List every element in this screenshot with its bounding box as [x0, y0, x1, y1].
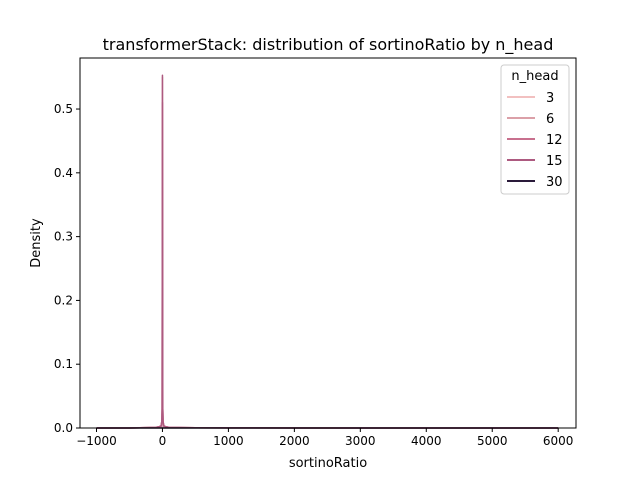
x-tick-label: 5000	[477, 434, 508, 448]
y-tick-label: 0.3	[54, 230, 73, 244]
y-tick-label: 0.2	[54, 293, 73, 307]
x-tick-label: 0	[159, 434, 167, 448]
legend-label-3: 3	[546, 91, 554, 106]
chart-title: transformerStack: distribution of sortin…	[103, 35, 554, 55]
x-axis: −1000 0 1000 2000 3000 4000 5000 6000	[76, 428, 573, 448]
y-tick-label: 0.0	[54, 421, 73, 435]
x-tick-label: 2000	[279, 434, 310, 448]
x-tick-label: 3000	[345, 434, 376, 448]
x-tick-label: 1000	[213, 434, 244, 448]
y-axis: 0.0 0.1 0.2 0.3 0.4 0.5	[54, 102, 80, 435]
legend-entries: 3 6 12 15 30	[507, 91, 563, 190]
legend-label-12: 12	[546, 133, 563, 148]
legend-label-30: 30	[546, 175, 563, 190]
legend: n_head 3 6 12 15 30	[500, 64, 570, 195]
legend-label-15: 15	[546, 154, 563, 169]
x-tick-label: 4000	[411, 434, 442, 448]
y-tick-label: 0.1	[54, 357, 73, 371]
legend-label-6: 6	[546, 112, 554, 127]
x-axis-label: sortinoRatio	[289, 456, 367, 471]
plot-area	[79, 57, 577, 429]
legend-title: n_head	[511, 69, 558, 84]
y-tick-label: 0.5	[54, 102, 73, 116]
y-tick-label: 0.4	[54, 166, 73, 180]
x-tick-label: 6000	[543, 434, 574, 448]
y-axis-label: Density	[29, 218, 44, 268]
x-tick-label: −1000	[76, 434, 117, 448]
plot-frame	[79, 57, 577, 429]
